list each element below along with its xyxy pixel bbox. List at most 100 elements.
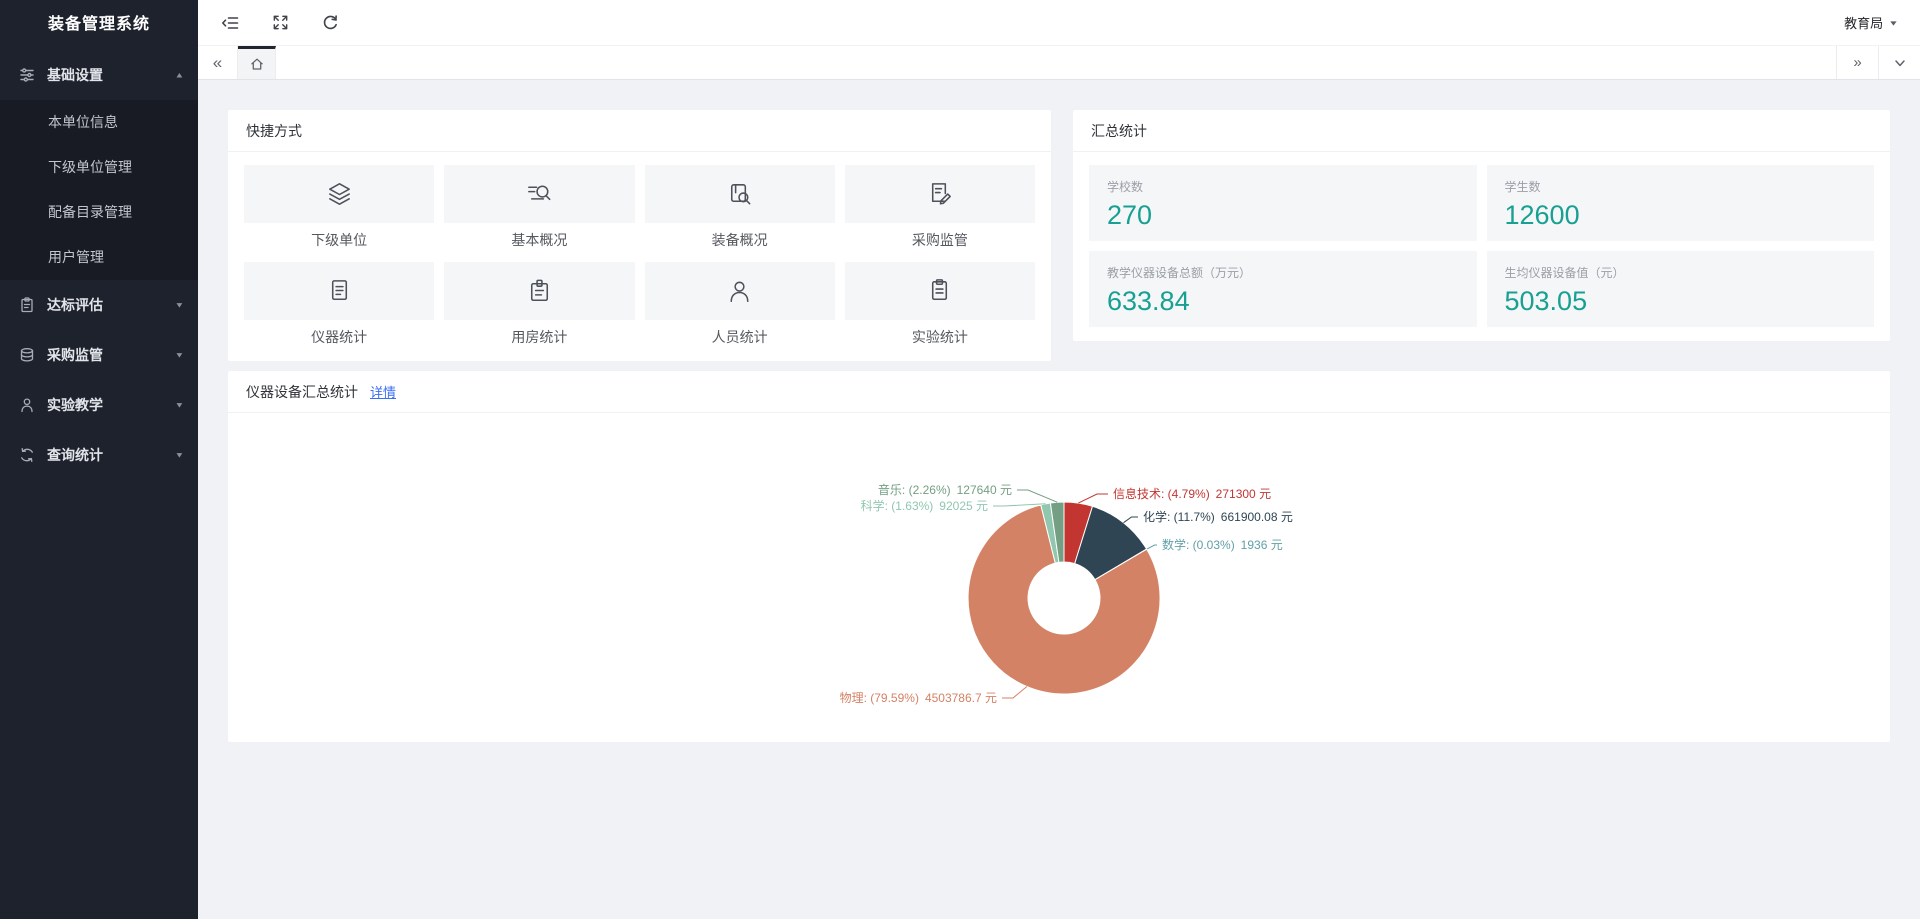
refresh-icon xyxy=(323,15,337,30)
chevron-down-icon xyxy=(1894,59,1905,66)
user-name: 教育局 xyxy=(1844,16,1884,31)
stat-grid: 学校数 270 学生数 12600 教学仪器设备总额（万元） 633.84 生均… xyxy=(1073,152,1890,341)
tabs-menu-button[interactable] xyxy=(1878,46,1920,79)
sidebar-item-evaluation[interactable]: 达标评估 ▼ xyxy=(0,280,198,330)
quick-item-instrument-statistics[interactable]: 仪器统计 xyxy=(244,262,435,353)
pie-label-line xyxy=(993,503,1046,507)
topbar: 教育局 ▼ xyxy=(198,0,1920,46)
layers-icon xyxy=(328,182,350,205)
panel-title: 汇总统计 xyxy=(1073,110,1890,152)
home-icon xyxy=(250,58,263,70)
pie-label: 信息技术: (4.79%) 271300 元 xyxy=(1113,486,1271,501)
stat-card-equipment-total: 教学仪器设备总额（万元） 633.84 xyxy=(1089,251,1477,327)
clipboard-lines-icon xyxy=(932,278,948,300)
sidebar-item-label: 采购监管 xyxy=(47,347,103,363)
sidebar-item-procurement[interactable]: 采购监管 ▼ xyxy=(0,330,198,380)
equipment-summary-panel: 仪器设备汇总统计 详情 信息技术: (4.79%) 271300 元化学: (1… xyxy=(228,371,1890,742)
quick-item-room-statistics[interactable]: 用房统计 xyxy=(444,262,635,353)
pie-label: 音乐: (2.26%) 127640 元 xyxy=(878,482,1012,497)
refresh-button[interactable] xyxy=(320,13,340,33)
quick-item-label: 采购监管 xyxy=(911,232,968,248)
quick-item-subordinate-units[interactable]: 下级单位 xyxy=(244,165,435,256)
quick-item-experiment-statistics[interactable]: 实验统计 xyxy=(844,262,1035,353)
caret-down-icon: ▼ xyxy=(174,350,185,360)
sidebar-subitem[interactable]: 下级单位管理 xyxy=(48,159,132,175)
tabs-scroll-right-button[interactable]: » xyxy=(1836,46,1878,79)
quick-item-equipment-overview[interactable]: 装备概况 xyxy=(644,165,835,256)
pie-label-line xyxy=(1078,493,1108,504)
sidebar-item-basic-settings[interactable]: 基础设置 ▲ xyxy=(0,50,198,100)
stat-label: 学校数 xyxy=(1107,180,1144,194)
app-title: 装备管理系统 xyxy=(47,16,150,33)
sync-icon xyxy=(21,447,33,463)
stat-card-schools: 学校数 270 xyxy=(1089,165,1477,241)
sliders-icon xyxy=(20,68,34,82)
stat-label: 生均仪器设备值（元） xyxy=(1504,266,1625,280)
stat-label: 教学仪器设备总额（万元） xyxy=(1107,266,1252,280)
sidebar-subitem[interactable]: 配备目录管理 xyxy=(48,204,132,220)
pie-label: 科学: (1.63%) 92025 元 xyxy=(861,498,988,513)
stat-card-per-student-value: 生均仪器设备值（元） 503.05 xyxy=(1486,251,1874,327)
pie-label-line xyxy=(1146,544,1157,550)
sidebar: 装备管理系统 基础设置 ▲ 本单位信息下级单位管理 配备目录管理 用户管理 达标评估… xyxy=(0,0,198,919)
quick-item-label: 实验统计 xyxy=(911,329,968,345)
pie-label-line xyxy=(1017,489,1058,503)
pie-label-line xyxy=(1002,686,1028,699)
person-icon xyxy=(21,398,33,413)
quick-shortcuts-panel: 快捷方式 下级单位 基本概况 xyxy=(228,110,1051,361)
clipboard-pin-icon xyxy=(530,279,548,301)
quick-item-personnel-statistics[interactable]: 人员统计 xyxy=(644,262,835,353)
fullscreen-icon xyxy=(273,15,287,30)
quick-item-label: 人员统计 xyxy=(711,329,768,345)
sidebar-item-experiment-teaching[interactable]: 实验教学 ▼ xyxy=(0,380,198,430)
tabs-scroll-left-button[interactable]: « xyxy=(198,46,238,79)
sidebar-submenu: 本单位信息下级单位管理 配备目录管理 用户管理 xyxy=(0,100,198,280)
sidebar-item-label: 基础设置 xyxy=(47,67,103,83)
quick-item-basic-overview[interactable]: 基本概况 xyxy=(444,165,635,256)
person-icon xyxy=(730,281,749,302)
panel-title: 仪器设备汇总统计 xyxy=(246,383,358,400)
equipment-pie-chart: 信息技术: (4.79%) 271300 元化学: (11.7%) 661900… xyxy=(228,413,1890,742)
main-area: 教育局 ▼ « » 快捷方式 xyxy=(198,0,1920,919)
sidebar-item-query-statistics[interactable]: 查询统计 ▼ xyxy=(0,430,198,480)
doc-edit-icon xyxy=(932,182,952,204)
stat-value: 270 xyxy=(1107,200,1153,230)
quick-item-label: 下级单位 xyxy=(311,232,368,248)
stat-value: 12600 xyxy=(1504,200,1580,230)
caret-down-icon: ▼ xyxy=(174,300,185,310)
pie-slice-3[interactable] xyxy=(967,504,1161,695)
tabbar-spacer xyxy=(276,46,1836,79)
pie-label: 数学: (0.03%) 1936 元 xyxy=(1162,537,1283,552)
quick-item-label: 基本概况 xyxy=(511,232,568,248)
pie-slice-5[interactable] xyxy=(1049,501,1065,563)
collapse-sidebar-button[interactable] xyxy=(220,13,240,33)
panel-title: 快捷方式 xyxy=(228,110,1051,152)
summary-statistics-panel: 汇总统计 学校数 270 学生数 12600 教学仪器设备总额（万元） 633.… xyxy=(1073,110,1890,341)
sidebar-item-label: 达标评估 xyxy=(47,297,103,313)
sidebar-subitem[interactable]: 用户管理 xyxy=(48,249,104,265)
quick-item-label: 仪器统计 xyxy=(311,329,368,345)
fullscreen-button[interactable] xyxy=(270,13,290,33)
tabbar: « » xyxy=(198,46,1920,80)
sidebar-item-label: 查询统计 xyxy=(47,447,103,463)
caret-down-icon: ▼ xyxy=(174,450,185,460)
search-lines-icon xyxy=(527,184,551,200)
hamburger-fold-icon xyxy=(221,16,239,29)
tab-home[interactable] xyxy=(238,46,276,79)
pie-label: 化学: (11.7%) 661900.08 元 xyxy=(1143,509,1293,524)
clipboard-icon xyxy=(21,297,33,313)
stat-value: 503.05 xyxy=(1504,286,1588,316)
stat-card-students: 学生数 12600 xyxy=(1486,165,1874,241)
caret-down-icon: ▼ xyxy=(174,400,185,410)
quick-item-label: 装备概况 xyxy=(711,232,768,248)
detail-link[interactable]: 详情 xyxy=(370,385,397,400)
sidebar-subitem[interactable]: 本单位信息 xyxy=(48,114,118,130)
quick-item-procurement-supervision[interactable]: 采购监管 xyxy=(844,165,1035,256)
book-search-icon xyxy=(731,183,751,204)
database-icon xyxy=(20,348,34,362)
stat-value: 633.84 xyxy=(1107,286,1190,316)
quick-item-label: 用房统计 xyxy=(511,329,568,345)
user-menu[interactable]: 教育局 ▼ xyxy=(1844,13,1899,32)
stat-label: 学生数 xyxy=(1504,180,1541,194)
pie-label: 物理: (79.59%) 4503786.7 元 xyxy=(840,691,997,705)
